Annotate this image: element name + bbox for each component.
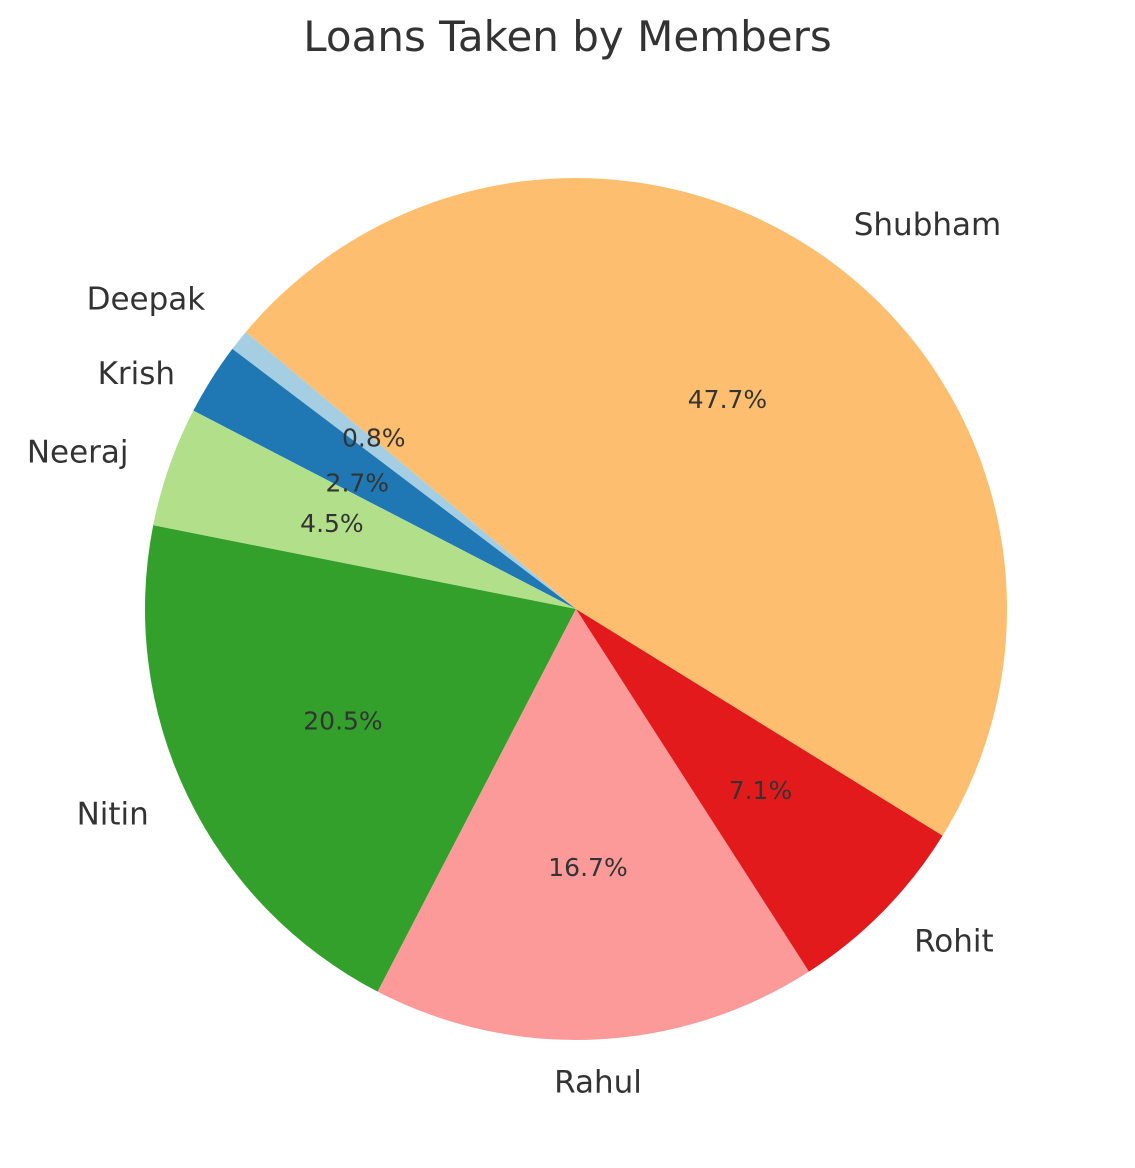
- slice-pct-nitin: 20.5%: [303, 707, 382, 736]
- pie-slice-nitin: [145, 525, 576, 992]
- pie-slice-rahul: [377, 609, 809, 1040]
- slice-label-shubham: Shubham: [854, 207, 1002, 243]
- slice-label-rahul: Rahul: [554, 1065, 642, 1101]
- slice-label-deepak: Deepak: [87, 281, 206, 317]
- slice-label-rohit: Rohit: [914, 923, 994, 959]
- slice-pct-shubham: 47.7%: [688, 385, 767, 414]
- slice-pct-neeraj: 4.5%: [300, 509, 364, 538]
- slice-pct-rohit: 7.1%: [729, 776, 793, 805]
- pie-slice-krish: [193, 348, 576, 609]
- chart-title: Loans Taken by Members: [303, 12, 832, 61]
- slice-pct-krish: 2.7%: [326, 468, 390, 497]
- pie-slices: [145, 178, 1007, 1040]
- slice-label-nitin: Nitin: [77, 797, 149, 833]
- pie-slice-shubham: [245, 178, 1007, 836]
- slice-pct-rahul: 16.7%: [548, 853, 627, 882]
- pie-labels: Deepak 0.8% Krish 2.7% Neeraj 4.5% Nitin 20.5% R…: [27, 207, 1001, 1101]
- slice-label-neeraj: Neeraj: [27, 434, 129, 470]
- pie-slice-deepak: [232, 331, 576, 609]
- slice-label-krish: Krish: [98, 356, 176, 392]
- pie-slice-rohit: [576, 609, 943, 972]
- slice-pct-deepak: 0.8%: [342, 423, 406, 452]
- pie-slice-neeraj: [153, 410, 577, 609]
